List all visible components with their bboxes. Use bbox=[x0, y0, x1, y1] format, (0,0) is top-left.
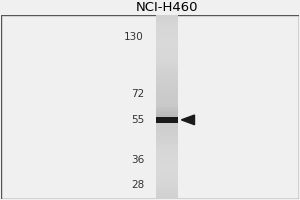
Bar bbox=[156, 107, 178, 110]
Bar bbox=[156, 172, 178, 175]
Bar bbox=[156, 101, 178, 104]
Bar bbox=[156, 21, 178, 24]
Text: 72: 72 bbox=[131, 89, 144, 99]
Bar bbox=[156, 36, 178, 39]
Bar bbox=[156, 70, 178, 73]
Bar bbox=[156, 52, 178, 55]
Bar bbox=[156, 141, 178, 144]
Text: 130: 130 bbox=[124, 32, 144, 42]
Bar bbox=[156, 67, 178, 70]
Bar bbox=[156, 178, 178, 181]
Bar bbox=[156, 104, 178, 107]
Bar bbox=[156, 39, 178, 42]
Bar bbox=[156, 147, 178, 150]
Bar bbox=[156, 55, 178, 58]
Bar bbox=[156, 162, 178, 165]
Bar bbox=[156, 115, 178, 117]
Bar bbox=[156, 116, 178, 119]
Bar bbox=[156, 114, 178, 115]
Bar bbox=[156, 175, 178, 178]
Bar bbox=[156, 107, 178, 108]
Bar bbox=[156, 122, 178, 125]
Bar bbox=[156, 138, 178, 141]
Bar bbox=[156, 24, 178, 27]
Bar bbox=[156, 27, 178, 30]
Bar bbox=[156, 88, 178, 92]
Bar bbox=[156, 187, 178, 190]
Bar bbox=[156, 153, 178, 156]
Text: 28: 28 bbox=[131, 180, 144, 190]
Bar bbox=[156, 95, 178, 98]
Bar bbox=[156, 113, 178, 116]
Bar bbox=[156, 82, 178, 85]
Bar bbox=[156, 112, 178, 114]
Bar bbox=[156, 45, 178, 48]
Bar bbox=[156, 15, 178, 199]
Bar bbox=[156, 18, 178, 21]
Bar bbox=[156, 156, 178, 159]
Bar bbox=[156, 119, 178, 122]
Bar bbox=[156, 129, 178, 132]
Bar bbox=[156, 98, 178, 101]
Bar bbox=[156, 135, 178, 138]
Bar bbox=[156, 159, 178, 162]
Bar bbox=[156, 150, 178, 153]
Bar bbox=[156, 92, 178, 95]
Bar bbox=[156, 190, 178, 193]
Bar bbox=[156, 110, 178, 112]
Bar bbox=[156, 110, 178, 113]
Text: 55: 55 bbox=[131, 115, 144, 125]
Bar bbox=[156, 30, 178, 33]
Bar bbox=[156, 165, 178, 169]
Bar bbox=[156, 61, 178, 64]
Text: 36: 36 bbox=[131, 155, 144, 165]
Bar bbox=[156, 73, 178, 76]
Bar bbox=[156, 33, 178, 36]
Bar bbox=[156, 144, 178, 147]
Bar bbox=[156, 85, 178, 88]
Bar bbox=[156, 125, 178, 129]
Bar bbox=[156, 76, 178, 79]
Bar bbox=[156, 15, 178, 18]
Bar bbox=[156, 108, 178, 110]
Bar bbox=[156, 48, 178, 52]
Bar bbox=[156, 58, 178, 61]
Bar bbox=[156, 42, 178, 45]
Bar bbox=[156, 184, 178, 187]
FancyBboxPatch shape bbox=[1, 15, 299, 199]
Bar bbox=[156, 64, 178, 67]
Text: NCI-H460: NCI-H460 bbox=[136, 1, 198, 14]
Bar bbox=[156, 169, 178, 172]
Polygon shape bbox=[182, 115, 194, 125]
Bar bbox=[156, 132, 178, 135]
Bar bbox=[156, 79, 178, 82]
Bar bbox=[156, 193, 178, 196]
Bar bbox=[156, 196, 178, 199]
Bar bbox=[156, 181, 178, 184]
Bar bbox=[156, 117, 178, 123]
